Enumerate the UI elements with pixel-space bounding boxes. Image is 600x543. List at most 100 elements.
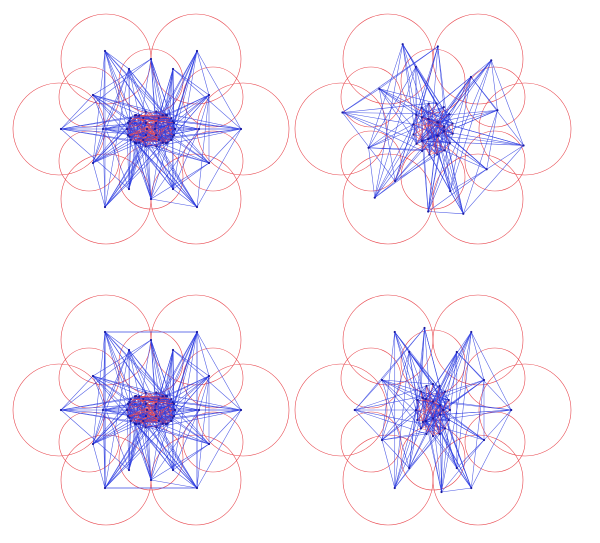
graph-node [427,210,430,213]
graph-edge [92,94,146,112]
graph-node [144,145,147,148]
graph-edge [196,331,242,411]
graph-edge [428,119,438,136]
graph-node [401,43,404,46]
graph-edge [172,68,242,130]
graph-edge [102,50,106,130]
graph-node [144,133,148,137]
graph-node [128,401,131,404]
graph-edge [421,117,445,127]
graph-edge [443,131,451,192]
graph-edge [427,169,487,212]
graph-edge [127,415,152,481]
graph-edge [381,391,446,441]
graph-edge [381,379,418,401]
graph-edge [444,114,450,151]
graph-edge [145,396,168,405]
graph-edge [470,331,485,381]
graph-edge [456,439,485,469]
graph-edge [368,147,376,198]
graph-edge [429,107,445,155]
graph-node [157,138,160,142]
graph-node [170,419,173,423]
graph-edge [104,50,146,112]
graph-node [129,397,132,401]
graph-edge [421,114,450,142]
graph-edge [196,409,242,489]
graph-edge [92,68,130,164]
graph-edge [425,420,434,437]
graph-edge [166,68,174,116]
graph-edge [102,349,130,411]
graph-edge [342,112,414,125]
graph-edge [417,398,427,421]
graph-edge [427,76,472,212]
graph-edge [368,147,423,152]
graph-edge [126,395,137,411]
graph-node [127,187,131,191]
graph-edge [198,375,210,411]
graph-edge [104,50,130,122]
graph-node [197,127,201,131]
graph-edge [150,339,164,397]
graph-edge [456,331,472,469]
graph-node [126,133,130,137]
graph-edge [172,68,175,123]
graph-edge [172,469,198,489]
graph-edge [92,398,131,445]
graph-edge [172,409,200,471]
graph-edge [196,94,210,208]
graph-edge [139,115,172,119]
graph-node [91,161,95,165]
graph-node [496,109,499,112]
graph-edge [92,409,104,445]
graph-edge [429,46,439,155]
graph-node [154,133,158,137]
graph-edge [421,117,429,212]
graph-edge [145,122,157,136]
graph-node [421,396,424,400]
graph-node [447,398,450,402]
graph-edge [143,398,157,405]
graph-edge [408,351,449,401]
graph-node [172,121,176,125]
panel-top-right [294,13,572,245]
edge-set [60,331,242,489]
graph-node [447,418,450,422]
graph-edge [428,119,430,155]
graph-edge [417,385,440,401]
graph-edge [127,396,168,405]
graph-edge [92,50,106,164]
graph-edge [368,103,429,148]
graph-edge [408,351,451,411]
graph-edge [427,126,445,212]
graph-edge [158,349,174,421]
construction-circle [150,13,242,105]
graph-node [157,397,160,401]
graph-edge [420,391,424,399]
graph-edge [463,145,524,214]
construction-circle [340,66,402,128]
graph-node [171,468,175,472]
graph-node [490,59,493,62]
graph-edge [126,117,159,130]
construction-circle [182,411,244,473]
graph-node [470,330,473,334]
graph-node [425,384,428,388]
graph-node [449,189,452,193]
graph-edge [156,111,242,130]
graph-edge [60,396,140,411]
graph-edge [421,106,444,118]
graph-edge [415,66,437,104]
graph-edge [92,375,146,393]
graph-node [91,442,95,446]
graph-edge [342,112,423,152]
graph-edge [442,351,458,411]
graph-node [438,432,441,436]
graph-edge [158,349,174,400]
graph-edge [432,405,441,419]
graph-edge [128,68,167,116]
graph-node [134,141,138,145]
graph-edge [196,375,210,489]
graph-edge [104,331,130,351]
